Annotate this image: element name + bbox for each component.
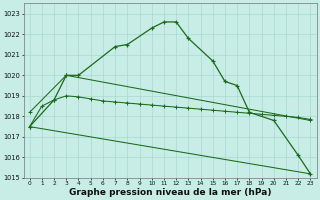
X-axis label: Graphe pression niveau de la mer (hPa): Graphe pression niveau de la mer (hPa) <box>69 188 271 197</box>
